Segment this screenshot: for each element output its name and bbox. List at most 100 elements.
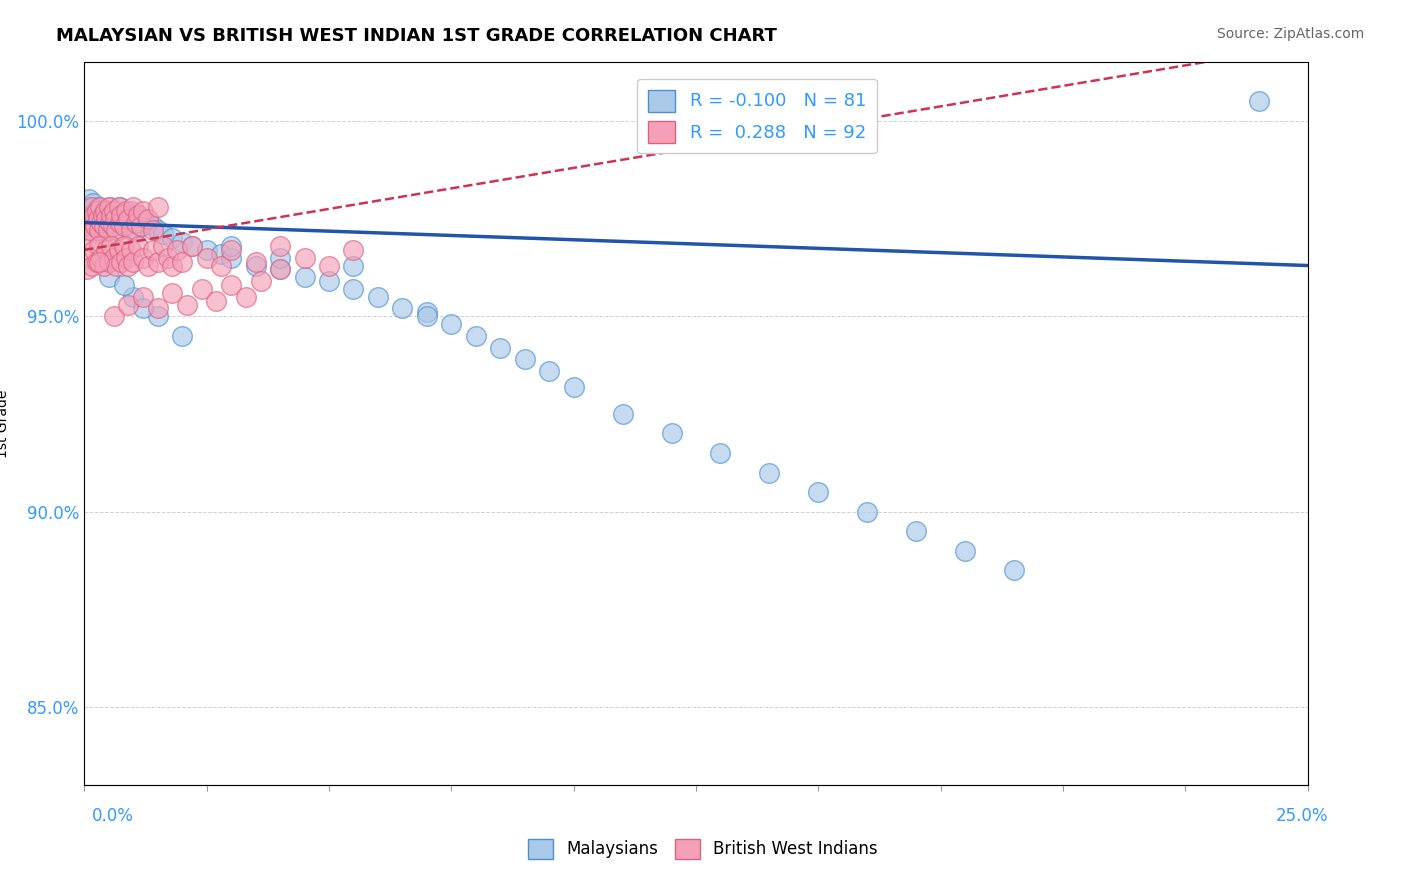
Point: [342, 282, 364, 296]
Point: [83, 243, 105, 257]
Point: [136, 216, 159, 230]
Point: [661, 426, 683, 441]
Text: MALAYSIAN VS BRITISH WEST INDIAN 1ST GRADE CORRELATION CHART: MALAYSIAN VS BRITISH WEST INDIAN 1ST GRA…: [56, 27, 778, 45]
Point: [108, 216, 131, 230]
Point: [96, 243, 118, 257]
Point: [89, 200, 111, 214]
Point: [166, 243, 188, 257]
Point: [103, 310, 125, 324]
Point: [162, 231, 184, 245]
Point: [98, 200, 121, 214]
Point: [176, 297, 198, 311]
Point: [1002, 563, 1025, 577]
Point: [87, 254, 110, 268]
Point: [125, 216, 148, 230]
Point: [101, 219, 124, 234]
Point: [110, 208, 132, 222]
Point: [416, 310, 439, 324]
Point: [269, 262, 291, 277]
Point: [86, 211, 108, 226]
Point: [107, 223, 129, 237]
Text: 0.0%: 0.0%: [91, 807, 134, 825]
Point: [97, 223, 120, 237]
Point: [758, 466, 780, 480]
Point: [80, 208, 103, 222]
Point: [132, 251, 155, 265]
Point: [79, 200, 101, 214]
Text: 25.0%: 25.0%: [1277, 807, 1329, 825]
Point: [1247, 95, 1270, 109]
Point: [97, 200, 120, 214]
Point: [132, 211, 155, 226]
Point: [100, 208, 122, 222]
Point: [146, 200, 169, 214]
Point: [142, 223, 165, 237]
Point: [219, 239, 242, 253]
Point: [76, 262, 98, 277]
Point: [181, 239, 204, 253]
Point: [80, 259, 103, 273]
Point: [181, 239, 204, 253]
Point: [416, 305, 439, 319]
Point: [132, 203, 155, 218]
Point: [91, 223, 114, 237]
Point: [107, 243, 129, 257]
Point: [440, 317, 463, 331]
Point: [117, 297, 139, 311]
Point: [86, 203, 108, 218]
Point: [117, 211, 139, 226]
Point: [538, 364, 561, 378]
Point: [172, 328, 194, 343]
Point: [219, 243, 242, 257]
Point: [209, 259, 232, 273]
Point: [125, 223, 148, 237]
Point: [152, 227, 174, 242]
Point: [294, 251, 316, 265]
Point: [77, 251, 100, 265]
Point: [269, 239, 291, 253]
Point: [100, 216, 122, 230]
Point: [90, 251, 112, 265]
Point: [129, 219, 152, 234]
Point: [122, 200, 145, 214]
Point: [96, 211, 118, 226]
Point: [84, 219, 107, 234]
Point: [82, 216, 104, 230]
Legend: Malaysians, British West Indians: Malaysians, British West Indians: [522, 832, 884, 866]
Point: [342, 243, 364, 257]
Point: [120, 203, 142, 218]
Point: [953, 543, 976, 558]
Point: [84, 203, 107, 218]
Point: [127, 208, 149, 222]
Point: [391, 301, 413, 316]
Point: [97, 223, 120, 237]
Point: [195, 251, 218, 265]
Point: [105, 259, 128, 273]
Text: Source: ZipAtlas.com: Source: ZipAtlas.com: [1216, 27, 1364, 41]
Point: [122, 290, 145, 304]
Point: [156, 251, 179, 265]
Point: [146, 301, 169, 316]
Y-axis label: 1st Grade: 1st Grade: [0, 390, 10, 458]
Point: [101, 208, 124, 222]
Point: [142, 219, 165, 234]
Point: [97, 254, 120, 268]
Point: [94, 203, 117, 218]
Point: [856, 505, 879, 519]
Point: [489, 341, 512, 355]
Point: [127, 208, 149, 222]
Point: [136, 259, 159, 273]
Point: [83, 208, 105, 222]
Point: [77, 223, 100, 237]
Point: [89, 208, 111, 222]
Point: [152, 239, 174, 253]
Point: [905, 524, 928, 538]
Point: [103, 203, 125, 218]
Point: [87, 200, 110, 214]
Point: [269, 251, 291, 265]
Point: [77, 219, 100, 234]
Point: [94, 219, 117, 234]
Point: [219, 278, 242, 293]
Point: [142, 243, 165, 257]
Point: [807, 485, 830, 500]
